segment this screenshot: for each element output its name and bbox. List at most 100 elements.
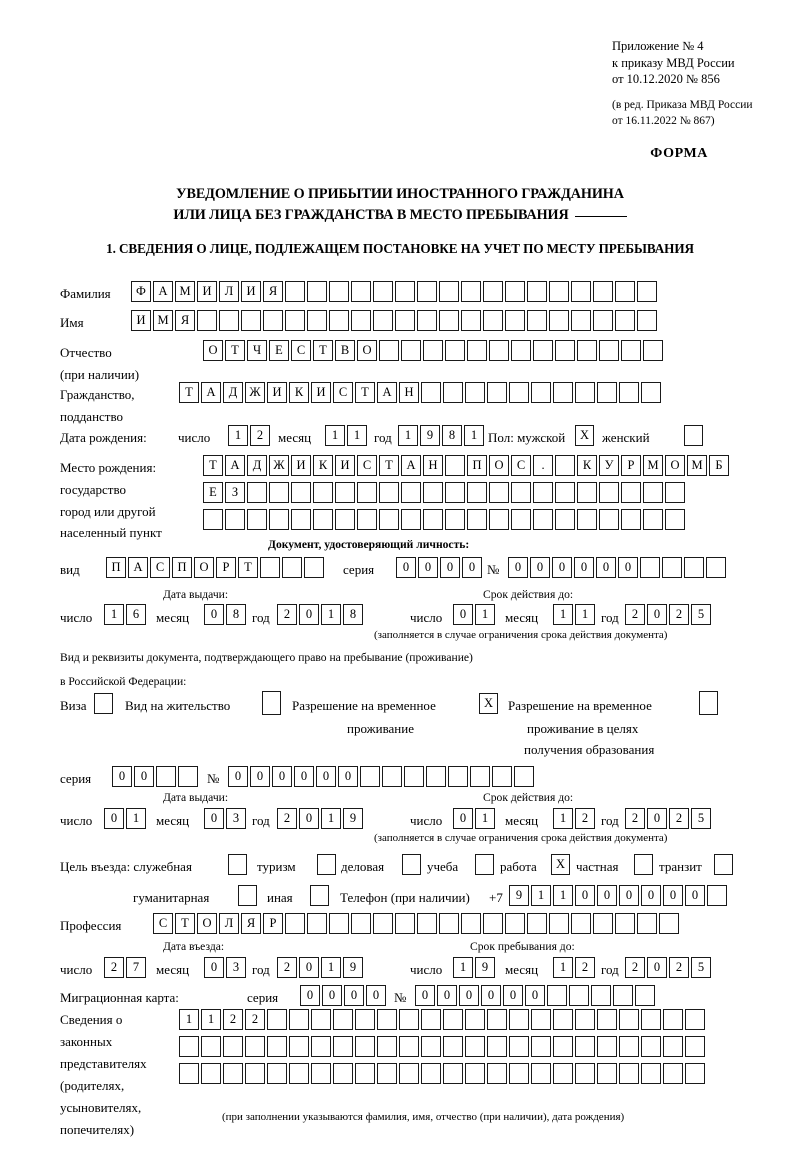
cell[interactable] (514, 766, 534, 787)
cell[interactable] (219, 310, 239, 331)
cell[interactable]: 1 (325, 425, 345, 446)
cell[interactable] (575, 1063, 595, 1084)
cell[interactable]: 3 (226, 957, 246, 978)
purpose-other-checkbox[interactable] (310, 885, 329, 906)
cell[interactable] (663, 1009, 683, 1030)
cell[interactable]: С (357, 455, 377, 476)
cell[interactable]: 5 (691, 957, 711, 978)
purpose-private-checkbox[interactable] (634, 854, 653, 875)
cell[interactable] (445, 455, 465, 476)
cell[interactable] (423, 340, 443, 361)
cell[interactable]: 0 (204, 957, 224, 978)
cell[interactable]: 0 (299, 808, 319, 829)
cell[interactable]: 0 (596, 557, 616, 578)
cell[interactable]: 0 (574, 557, 594, 578)
cell[interactable] (201, 1036, 221, 1057)
cell[interactable] (401, 509, 421, 530)
cell[interactable] (591, 985, 611, 1006)
cell[interactable] (571, 281, 591, 302)
cell[interactable] (615, 913, 635, 934)
cell[interactable] (599, 340, 619, 361)
cell[interactable]: П (172, 557, 192, 578)
cell[interactable] (641, 382, 661, 403)
cell[interactable]: И (197, 281, 217, 302)
cell[interactable]: Ж (245, 382, 265, 403)
cell[interactable]: И (131, 310, 151, 331)
cell[interactable]: 0 (647, 808, 667, 829)
cell[interactable] (445, 482, 465, 503)
cell[interactable] (355, 1036, 375, 1057)
sex-female-checkbox[interactable] (684, 425, 703, 446)
cell[interactable] (619, 382, 639, 403)
cell[interactable] (597, 1063, 617, 1084)
cell[interactable] (329, 913, 349, 934)
cell[interactable]: Т (175, 913, 195, 934)
cell[interactable]: 0 (418, 557, 438, 578)
cell[interactable] (621, 482, 641, 503)
cell[interactable] (707, 885, 727, 906)
cell[interactable] (379, 509, 399, 530)
cell[interactable] (549, 281, 569, 302)
cell[interactable]: 0 (575, 885, 595, 906)
cell[interactable] (448, 766, 468, 787)
cell[interactable]: Т (238, 557, 258, 578)
cell[interactable] (382, 766, 402, 787)
cell[interactable]: 2 (575, 957, 595, 978)
cell[interactable]: 1 (201, 1009, 221, 1030)
cell[interactable] (289, 1009, 309, 1030)
cell[interactable]: А (153, 281, 173, 302)
purpose-humanitarian-checkbox[interactable] (238, 885, 257, 906)
cell[interactable] (659, 913, 679, 934)
cell[interactable] (489, 509, 509, 530)
cell[interactable]: 0 (300, 985, 320, 1006)
cell[interactable] (663, 1036, 683, 1057)
cell[interactable] (223, 1063, 243, 1084)
cell[interactable]: О (357, 340, 377, 361)
cell[interactable] (637, 281, 657, 302)
cell[interactable]: 9 (509, 885, 529, 906)
cell[interactable] (467, 340, 487, 361)
cell[interactable]: 0 (685, 885, 705, 906)
legal-rep-line-3-input[interactable] (179, 1063, 705, 1084)
cell[interactable]: М (175, 281, 195, 302)
cell[interactable] (377, 1009, 397, 1030)
cell[interactable] (509, 1036, 529, 1057)
cell[interactable]: 0 (663, 885, 683, 906)
cell[interactable] (426, 766, 446, 787)
cell[interactable] (509, 1063, 529, 1084)
cell[interactable]: 0 (525, 985, 545, 1006)
cell[interactable]: 8 (226, 604, 246, 625)
cell[interactable]: В (335, 340, 355, 361)
cell[interactable]: А (128, 557, 148, 578)
cell[interactable] (635, 985, 655, 1006)
cell[interactable] (267, 1009, 287, 1030)
cell[interactable] (533, 482, 553, 503)
cell[interactable]: С (150, 557, 170, 578)
cell[interactable] (599, 509, 619, 530)
cell[interactable] (395, 281, 415, 302)
cell[interactable]: С (153, 913, 173, 934)
cell[interactable]: 2 (250, 425, 270, 446)
purpose-study-checkbox[interactable] (475, 854, 494, 875)
cell[interactable] (597, 1009, 617, 1030)
cell[interactable] (505, 913, 525, 934)
cell[interactable] (285, 913, 305, 934)
cell[interactable]: 0 (396, 557, 416, 578)
cell[interactable] (597, 382, 617, 403)
cell[interactable]: 1 (531, 885, 551, 906)
cell[interactable]: Я (241, 913, 261, 934)
cell[interactable] (461, 310, 481, 331)
cell[interactable] (421, 1036, 441, 1057)
cell[interactable]: 0 (618, 557, 638, 578)
